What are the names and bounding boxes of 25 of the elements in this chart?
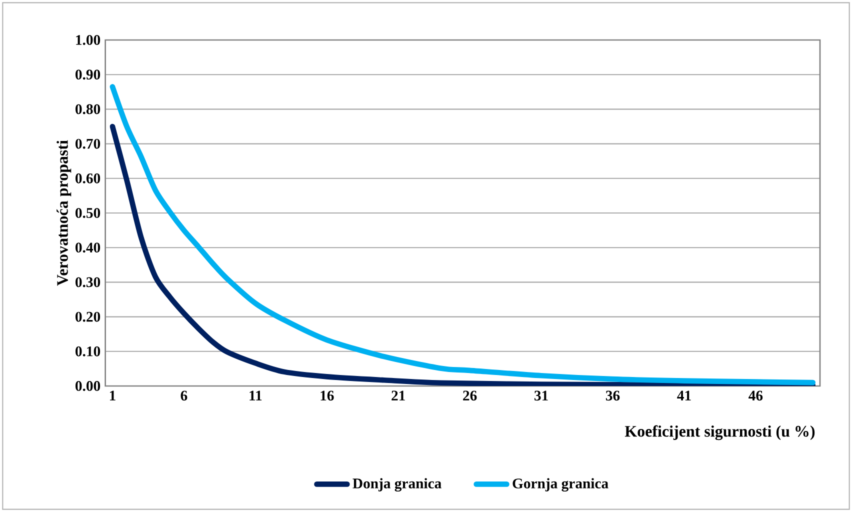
y-axis-title: Verovatnoća propasti	[56, 140, 72, 286]
x-tick-label: 16	[320, 390, 334, 401]
x-tick-label: 11	[250, 390, 262, 400]
y-tick-label: 0.40	[76, 242, 100, 253]
x-tick-label: 46	[748, 390, 763, 401]
y-tick-label: 0.20	[76, 312, 100, 322]
x-tick-label: 36	[606, 390, 620, 401]
legend-label: Donja granica	[352, 478, 442, 492]
legend-label: Gornja granica	[512, 478, 608, 492]
x-tick-label: 41	[677, 390, 691, 400]
y-tick-label: 0.70	[76, 138, 100, 149]
y-tick-label: 0.90	[76, 70, 100, 80]
y-tick-label: 0.50	[76, 208, 100, 218]
x-tick-label: 26	[463, 390, 477, 401]
y-tick-label: 0.00	[76, 381, 100, 391]
x-tick-label: 6	[180, 390, 188, 401]
x-tick-label: 1	[110, 390, 116, 400]
x-axis-title: Koeficijent sigurnosti (u %)	[624, 425, 815, 440]
y-tick-label: 0.80	[76, 104, 100, 114]
y-tick-label: 0.10	[76, 346, 100, 356]
y-tick-label: 1.00	[76, 35, 100, 45]
x-tick-label: 21	[392, 390, 405, 400]
y-tick-label: 0.60	[76, 173, 100, 184]
y-tick-label: 0.30	[76, 277, 100, 288]
x-tick-label: 31	[534, 390, 548, 401]
